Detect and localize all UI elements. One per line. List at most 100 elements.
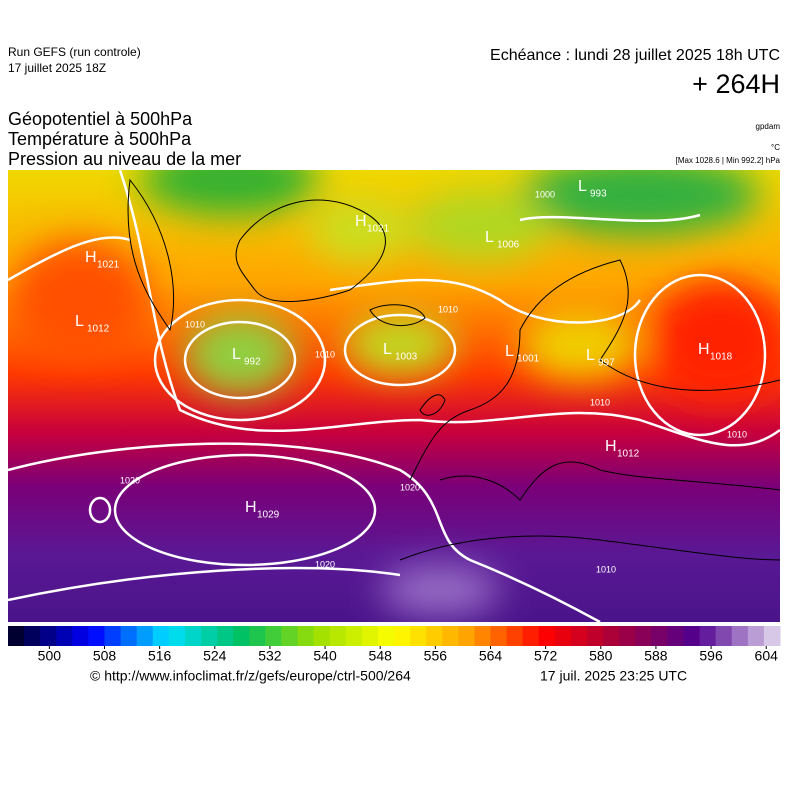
center-pressure: 997: [598, 358, 615, 369]
colorbar-swatch: [699, 626, 717, 646]
colorbar-swatch: [104, 626, 122, 646]
run-label: Run GEFS (run controle): [8, 45, 141, 59]
field-title: Géopotentiel à 500hPa: [8, 109, 193, 129]
colorbar-swatch: [570, 626, 588, 646]
colorbar-swatch: [603, 626, 620, 646]
center-pressure: 1006: [497, 240, 520, 251]
colorbar-tick-label: 500: [38, 648, 62, 664]
colorbar-tick-label: 596: [699, 648, 723, 664]
center-pressure: 1001: [517, 354, 540, 365]
colorbar-tick-label: 524: [203, 648, 227, 664]
center-type: L: [485, 229, 494, 246]
colorbar-tick-label: 564: [479, 648, 503, 664]
center-type: H: [245, 499, 257, 516]
center-type: L: [578, 178, 587, 195]
isobar-label: 1010: [315, 349, 335, 359]
colorbar-swatch: [538, 626, 556, 646]
colorbar-swatch: [297, 626, 315, 646]
colorbar-tick-label: 548: [369, 648, 393, 664]
center-type: L: [505, 343, 514, 360]
colorbar-swatch: [8, 626, 25, 646]
isobar-label: 1010: [596, 564, 616, 574]
field-title: Température à 500hPa: [8, 129, 192, 149]
isobar-label: 1020: [315, 559, 335, 569]
source: © http://www.infoclimat.fr/z/gefs/europe…: [90, 668, 411, 684]
center-pressure: 1021: [97, 260, 120, 271]
run-date: 17 juillet 2025 18Z: [8, 61, 106, 75]
colorbar-tick-label: 588: [644, 648, 668, 664]
colorbar-swatch: [731, 626, 749, 646]
colorbar-swatch: [506, 626, 524, 646]
center-pressure: 1018: [710, 352, 733, 363]
colorbar-swatch: [120, 626, 138, 646]
colorbar-tick-label: 508: [93, 648, 117, 664]
colorbar-swatch: [554, 626, 572, 646]
unit-label: [Max 1028.6 | Min 992.2] hPa: [676, 156, 781, 165]
colorbar-swatch: [715, 626, 733, 646]
colorbar-swatch: [345, 626, 363, 646]
colorbar-swatch: [410, 626, 427, 646]
colorbar-swatch: [763, 626, 781, 646]
map-field: [8, 170, 780, 622]
isobar-label: 1000: [535, 189, 555, 199]
colorbar-tick-label: 540: [313, 648, 337, 664]
colorbar-swatch: [683, 626, 701, 646]
colorbar-swatch: [233, 626, 250, 646]
center-type: L: [383, 341, 392, 358]
center-type: H: [355, 213, 367, 230]
colorbar-tick-label: 516: [148, 648, 172, 664]
colorbar-swatch: [136, 626, 154, 646]
unit-label: gpdam: [756, 122, 781, 131]
colorbar-swatch: [217, 626, 234, 646]
colorbar-swatch: [651, 626, 668, 646]
colorbar-swatch: [249, 626, 266, 646]
colorbar-swatch: [24, 626, 41, 646]
center-pressure: 1029: [257, 510, 280, 521]
colorbar-swatch: [522, 626, 540, 646]
isobar-label: 1020: [120, 475, 140, 485]
isobar-label: 1010: [590, 397, 610, 407]
lead-time: + 264H: [692, 69, 780, 99]
colorbar-swatch: [667, 626, 684, 646]
colorbar-swatch: [184, 626, 202, 646]
colorbar-swatch: [56, 626, 73, 646]
colorbar-tick-label: 532: [258, 648, 282, 664]
isobar-label: 1010: [727, 429, 747, 439]
center-pressure: 1012: [87, 324, 110, 335]
colorbar-tick-label: 572: [534, 648, 558, 664]
colorbar-swatch: [747, 626, 765, 646]
colorbar-swatch: [281, 626, 298, 646]
isobars: [8, 170, 780, 622]
center-pressure: 993: [590, 189, 607, 200]
center-type: H: [85, 249, 97, 266]
colorbar-swatch: [458, 626, 475, 646]
coastlines: [127, 178, 780, 561]
center-type: L: [75, 313, 84, 330]
colorbar-tick-label: 556: [424, 648, 448, 664]
colorbar-swatch: [474, 626, 491, 646]
valid-time: Echéance : lundi 28 juillet 2025 18h UTC: [490, 47, 780, 64]
colorbar-swatch: [152, 626, 170, 646]
colorbar-swatch: [426, 626, 443, 646]
colorbar-swatch: [442, 626, 459, 646]
field-title: Pression au niveau de la mer: [8, 149, 241, 169]
center-pressure: 992: [244, 357, 261, 368]
colorbar-swatch: [490, 626, 508, 646]
center-type: H: [605, 438, 617, 455]
colorbar-swatch: [201, 626, 218, 646]
colorbar-swatch: [394, 626, 411, 646]
colorbar-swatch: [619, 626, 636, 646]
center-type: H: [698, 341, 710, 358]
center-type: L: [586, 347, 595, 364]
colorbar-swatch: [168, 626, 186, 646]
colorbar-swatch: [265, 626, 282, 646]
colorbar-swatch: [88, 626, 105, 646]
center-pressure: 1003: [395, 352, 418, 363]
isobar-label: 1010: [185, 319, 205, 329]
center-type: L: [232, 346, 241, 363]
center-pressure: 1012: [617, 449, 640, 460]
unit-label: °C: [771, 143, 780, 152]
colorbar-swatch: [377, 626, 395, 646]
